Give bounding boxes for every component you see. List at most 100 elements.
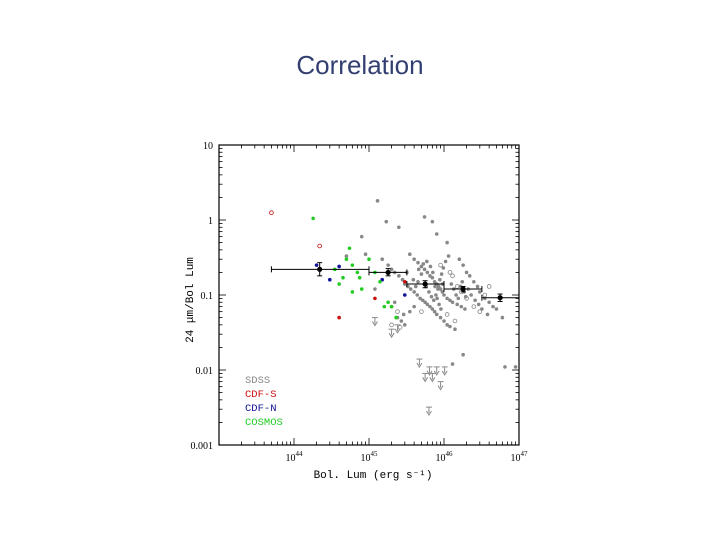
data-point-sdss [440,290,445,294]
data-point-sdss [485,312,490,317]
data-point-sdss [412,290,416,294]
binned-point [406,280,445,289]
data-point-cdf-s [402,279,407,284]
data-point-sdss [459,304,464,309]
open-data-point [471,304,477,309]
open-data-point [438,262,443,268]
open-data-point [447,270,453,275]
data-point-sdss [363,252,368,256]
data-point-sdss [384,219,389,224]
data-point-sdss [419,264,424,269]
data-point-cosmos [341,275,345,280]
data-point-sdss [513,365,518,369]
upper-limit-marker [433,366,440,376]
legend-entry-cdf-n: CDF-N [245,403,277,415]
open-data-point [454,284,460,289]
data-point-cdf-s [373,296,377,301]
open-data-point [452,318,458,324]
data-point-cdf-n [337,264,341,269]
open-data-point [444,312,450,317]
data-point-sdss [434,293,438,297]
upper-limit-marker [416,358,423,368]
data-point-sdss [445,240,449,245]
data-point-cosmos [350,290,355,294]
open-data-point [477,309,483,314]
data-point-sdss [389,267,394,272]
upper-limit-marker [388,328,395,339]
data-point-sdss [469,293,473,297]
data-point-cosmos [394,315,398,320]
open-data-point [450,273,455,279]
upper-limit-marker [371,317,378,327]
open-data-point [317,243,322,249]
y-tick-label: 10 [203,141,213,152]
data-point-sdss [437,302,441,307]
data-point-sdss [416,267,421,272]
x-tick-label: 1046 [436,450,454,464]
data-point-sdss [412,304,416,309]
data-point-sdss [450,362,455,366]
data-point-sdss [425,270,430,275]
data-point-cosmos [311,216,315,221]
data-point-sdss [438,287,443,291]
open-data-point [397,325,403,330]
x-axis-label: Bol. Lum (erg s⁻¹) [314,470,433,482]
data-point-sdss [494,307,499,311]
data-point-sdss [420,298,425,303]
data-point-sdss [418,296,422,301]
data-point-sdss [402,323,407,327]
data-point-sdss [428,264,433,269]
data-point-sdss [419,272,424,276]
data-point-sdss [473,298,477,303]
data-point-sdss [450,300,455,305]
data-point-cdf-s [337,315,341,320]
data-point-sdss [428,304,432,309]
upper-limit-marker [437,381,444,391]
x-tick-label: 1047 [511,450,529,464]
open-data-point [482,292,488,298]
open-data-point [486,284,492,289]
data-point-sdss [386,263,390,267]
open-data-point [269,210,274,216]
data-point-sdss [380,257,385,262]
data-point-sdss [433,284,437,289]
data-point-sdss [430,307,435,311]
data-point-cosmos [357,275,362,280]
data-point-sdss [448,324,452,329]
data-point-sdss [436,287,440,291]
open-data-point [395,309,400,314]
data-point-sdss [461,352,465,357]
data-point-sdss [397,274,401,278]
data-point-sdss [408,287,413,291]
data-point-sdss [439,307,443,311]
data-point-sdss [430,219,435,224]
data-point-cosmos [350,263,355,267]
data-point-sdss [475,284,480,289]
tick-labels: 1044 1045 1046 1047 10 1 0.1 0.01 0.001 [191,141,529,464]
data-point-sdss [491,304,495,309]
x-tick-label: 1044 [286,450,304,464]
legend-entry-cdf-s: CDF-S [245,389,277,401]
open-data-point [389,322,394,328]
data-point-sdss [416,260,420,265]
data-point-sdss [412,257,416,262]
y-tick-label: 1 [208,216,213,227]
data-point-sdss [397,225,401,230]
data-point-sdss [472,279,476,284]
data-point-sdss [432,309,437,314]
data-point-sdss [373,287,377,291]
data-point-sdss [415,293,420,297]
data-point-sdss [449,282,454,286]
upper-limit-marker [422,372,429,383]
data-point-sdss [392,300,397,305]
upper-limit-marker [394,324,401,334]
data-point-cdf-n [402,293,407,297]
data-point-sdss [432,279,437,284]
data-point-sdss [425,259,429,264]
data-point-cosmos [359,287,364,291]
legend: SDSS CDF-S CDF-N COSMOS [245,375,283,429]
data-marks [269,199,518,417]
data-point-sdss [425,302,430,307]
upper-limit-marker [426,366,433,376]
